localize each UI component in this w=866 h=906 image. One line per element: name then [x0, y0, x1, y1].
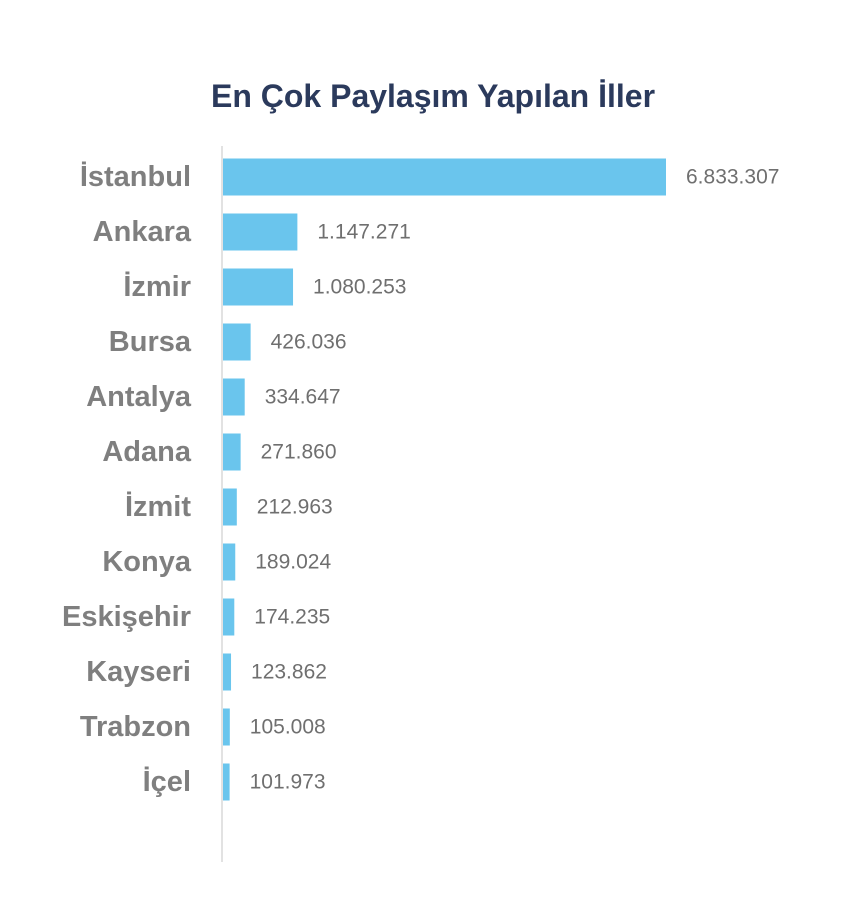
value-label: 334.647	[265, 386, 341, 409]
value-label: 271.860	[261, 441, 337, 464]
chart-title: En Çok Paylaşım Yapılan İller	[210, 78, 656, 114]
category-label: Adana	[102, 436, 192, 468]
value-label: 1.147.271	[317, 221, 410, 244]
value-label: 123.862	[251, 661, 327, 684]
bar	[223, 598, 235, 636]
bar	[223, 158, 666, 196]
category-label: Ankara	[93, 216, 192, 248]
category-label: İzmit	[125, 491, 191, 523]
category-label: Eskişehir	[62, 601, 191, 633]
bar	[223, 268, 294, 306]
bar	[223, 653, 232, 691]
bar	[223, 378, 245, 416]
bar	[223, 433, 241, 471]
value-label: 426.036	[271, 331, 347, 354]
category-label: İstanbul	[80, 161, 191, 193]
bar	[223, 213, 298, 251]
value-label: 6.833.307	[686, 166, 779, 189]
value-label: 105.008	[250, 716, 326, 739]
value-label: 212.963	[257, 496, 333, 519]
bar	[223, 543, 236, 581]
bar	[223, 488, 237, 526]
bar	[223, 763, 230, 801]
category-label: İçel	[143, 766, 191, 798]
bar	[223, 323, 251, 361]
bars-group: İstanbul 6.833.307 Ankara 1.147.271 İzmir 1.0…	[62, 158, 779, 801]
category-label: Konya	[102, 546, 192, 578]
bar	[223, 708, 230, 746]
value-label: 1.080.253	[313, 276, 406, 299]
category-label: Kayseri	[86, 656, 191, 688]
category-label: Trabzon	[80, 711, 191, 743]
category-label: Antalya	[86, 381, 192, 413]
value-label: 174.235	[254, 606, 330, 629]
value-label: 189.024	[255, 551, 331, 574]
category-label: Bursa	[109, 326, 192, 358]
category-label: İzmir	[123, 271, 191, 303]
value-label: 101.973	[250, 771, 326, 794]
